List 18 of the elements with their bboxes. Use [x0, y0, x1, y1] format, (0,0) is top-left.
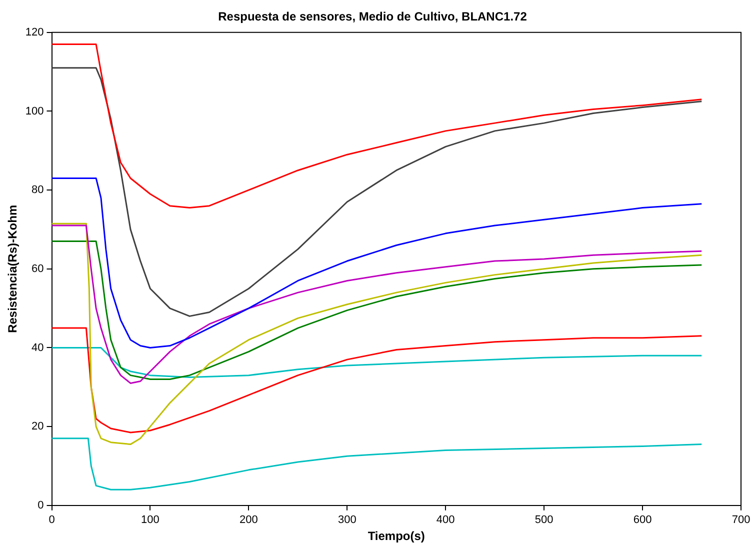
y-tick-label: 40	[32, 342, 44, 354]
y-tick-label: 20	[32, 420, 44, 433]
x-tick-label: 200	[240, 514, 258, 526]
y-tick-label: 0	[38, 499, 44, 512]
x-tick-label: 100	[141, 514, 160, 526]
chart-title: Respuesta de sensores, Medio de Cultivo, BLANC1.72	[218, 10, 528, 24]
y-axis-title: Resistencia(Rs)-Kohm	[6, 204, 20, 333]
x-tick-label: 700	[732, 514, 750, 526]
x-axis-title: Tiempo(s)	[368, 529, 425, 544]
y-tick-label: 60	[32, 262, 44, 275]
x-tick-label: 300	[338, 514, 356, 526]
y-tick-label: 120	[25, 26, 44, 38]
x-tick-label: 0	[48, 514, 55, 526]
x-tick-label: 600	[633, 514, 652, 526]
x-tick-label: 400	[436, 514, 455, 526]
y-tick-label: 80	[32, 184, 44, 196]
y-tick-label: 100	[25, 105, 44, 118]
x-tick-label: 500	[534, 514, 554, 526]
